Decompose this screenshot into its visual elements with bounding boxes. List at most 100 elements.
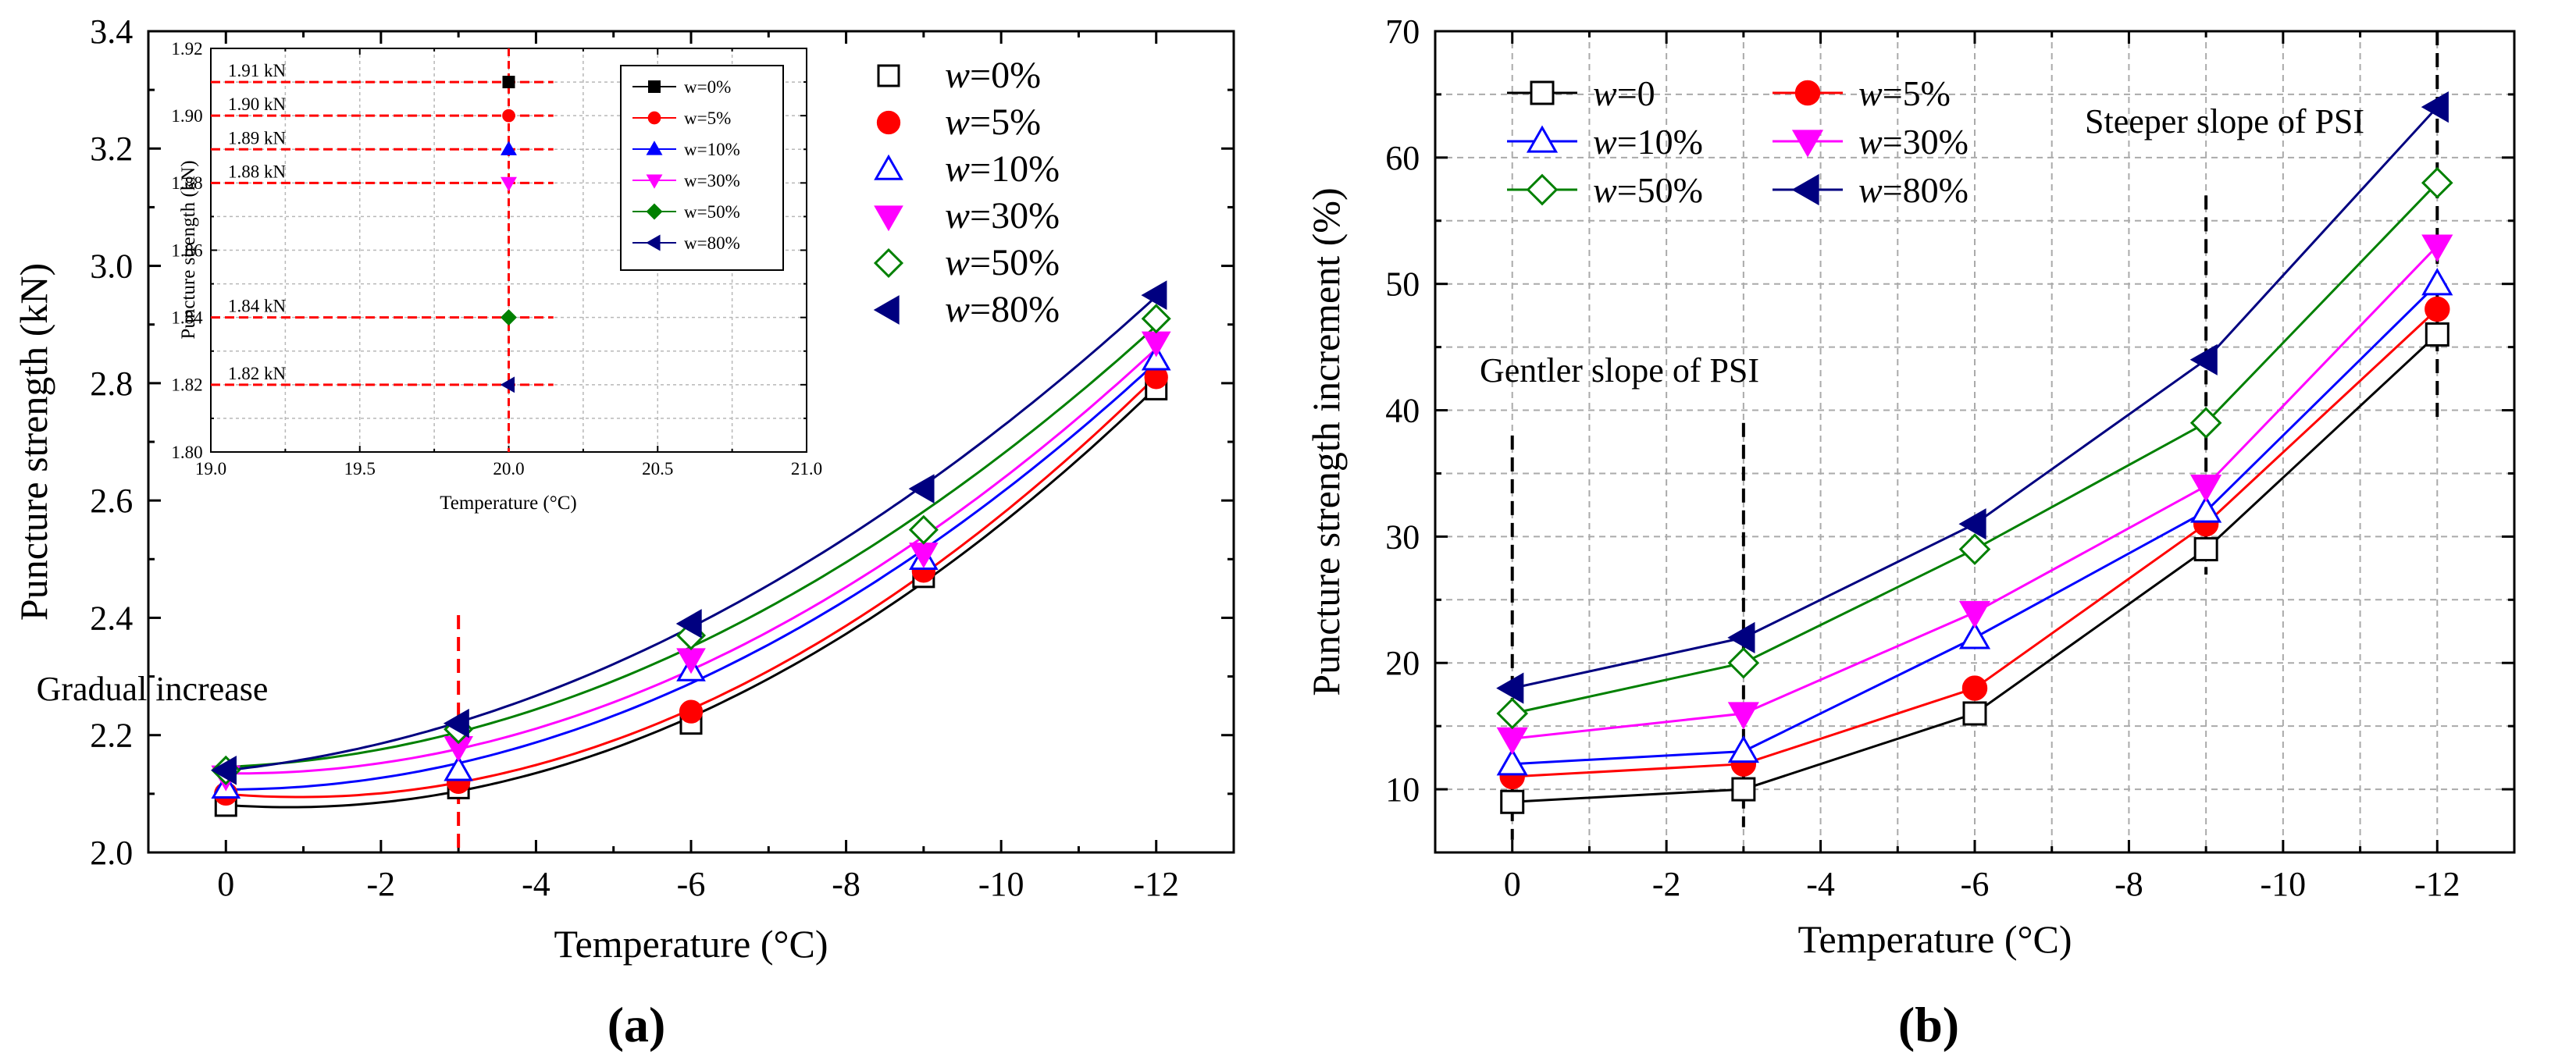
inset-legend-marker-w50 (646, 203, 663, 220)
inset-marker-w30 (501, 176, 517, 192)
inset-value-label-w50: 1.84 kN (228, 297, 287, 316)
inset-legend-label-w30: w=30% (684, 171, 740, 190)
marker-w10 (2421, 268, 2453, 296)
marker-w10 (1496, 748, 1528, 776)
marker-w5 (1961, 675, 1988, 701)
marker-w80 (908, 474, 935, 504)
x-tick-label: -10 (978, 865, 1024, 903)
panel-label-b: (b) (1898, 997, 1959, 1052)
axis-ticks-a: 0 -2 -4 -6 -8 -10 -12 2.0 2.2 2.4 2.6 2.8 3.0 3.2 3.4 (90, 12, 1234, 903)
annotation-gradual-increase: Gradual increase (37, 670, 269, 708)
legend-label-w10-var: w (1593, 122, 1617, 162)
x-tick-label: 21.0 (791, 459, 822, 479)
marker-w80 (1141, 280, 1167, 310)
legend-label-w30: w=30% (1858, 122, 1969, 162)
marker-w50 (1958, 533, 1991, 565)
legend-label-w5-var: w (1858, 73, 1883, 113)
marker-w5 (679, 699, 704, 724)
legend-label-w50-rest: =50% (1617, 170, 1703, 210)
marker-w50 (1727, 646, 1760, 679)
inset-legend-label-w0: w=0% (684, 77, 731, 97)
marker-w80 (2421, 91, 2449, 123)
legend-label-w30: w=30% (945, 195, 1060, 237)
x-tick-label: 0 (217, 865, 234, 903)
legend-label-w30-rest: =30% (1883, 122, 1969, 162)
inset-legend-marker-w80 (646, 234, 661, 251)
marker-w0 (2193, 537, 2218, 562)
marker-w0 (1500, 789, 1525, 814)
y-tick-label: 1.92 (171, 39, 202, 59)
marker-w30 (1496, 727, 1528, 755)
legend-label-w0-rest: =0% (970, 55, 1041, 96)
inset-y-axis-label: Puncture strength (kN) (178, 160, 199, 339)
annotation-gentler-slope: Gentler slope of PSI (1480, 351, 1759, 390)
legend-label-w50-var: w (1593, 170, 1617, 210)
legend-label-w50: w=50% (945, 242, 1060, 283)
legend-marker-w80 (873, 295, 900, 325)
marker-w30 (1141, 331, 1171, 358)
marker-w30 (2190, 475, 2222, 503)
x-tick-label: 20.5 (642, 459, 673, 479)
x-tick-label: -8 (832, 865, 860, 903)
y-tick-label: 2.0 (90, 834, 133, 872)
legend-label-w5-rest: =5% (970, 101, 1041, 143)
marker-w80 (443, 708, 469, 738)
marker-w30 (1727, 702, 1759, 730)
chart-panel-a: 0 -2 -4 -6 -8 -10 -122.02.22.42.62.83.03.23.4 … (12, 12, 1235, 1052)
legend-label-w50-rest: =50% (970, 242, 1060, 283)
marker-w5 (2425, 296, 2450, 322)
legend-label-w80-rest: =80% (1883, 170, 1969, 210)
y-tick-label: 2.6 (90, 482, 133, 520)
inset-legend-marker-w0 (648, 80, 661, 93)
marker-w80 (2189, 343, 2218, 375)
legend-label-w10: w=10% (945, 148, 1060, 190)
x-axis-label-b: Temperature (°C) (1797, 917, 2072, 961)
inset-value-label-w10: 1.89 kN (228, 128, 287, 148)
legend-marker-w0 (1530, 80, 1555, 105)
y-tick-label: 1.86 (171, 240, 202, 260)
y-tick-label: 2.8 (90, 365, 133, 403)
x-tick-label: -12 (1133, 865, 1179, 903)
y-axis-label-a: Puncture strength (kN) (12, 263, 55, 621)
x-tick-label: 19.0 (195, 459, 226, 479)
legend-b: w=0 w=5%w=10% w=30%w=50% w=80% (1507, 73, 1969, 210)
inset-axis-ticks: 19.0 19.5 20.0 20.5 21.0 1.80 1.82 1.84 1.86 1.88… (171, 39, 822, 479)
inset-legend-label-w80: w=80% (684, 233, 740, 253)
x-tick-label: 20.0 (493, 459, 524, 479)
legend-label-w10: w=10% (1593, 122, 1703, 162)
marker-w50 (1496, 697, 1529, 730)
legend-label-w50: w=50% (1593, 170, 1703, 210)
inset-chart: 19.0 19.5 20.0 20.5 21.0 1.80 1.82 1.84 1.86 1.88… (171, 39, 822, 514)
inset-value-label-w0: 1.91 kN (228, 61, 287, 80)
y-tick-label: 3.2 (90, 130, 133, 168)
inset-legend-marker-w5 (647, 111, 661, 125)
y-tick-label: 1.88 (171, 173, 202, 193)
legend-marker-w5 (876, 110, 901, 135)
marker-w50 (2189, 407, 2222, 439)
inset-markers: 1.91 kN 1.90 kN 1.89 kN 1.88 kN 1.84 kN 1.82 … (228, 61, 518, 393)
legend-marker-w50 (873, 247, 904, 279)
marker-w0 (1962, 701, 1987, 726)
marker-w80 (1496, 672, 1524, 704)
legend-label-w0-var: w (1593, 73, 1617, 113)
legend-label-w10-rest: =10% (1617, 122, 1703, 162)
markers-b (1496, 91, 2453, 814)
x-tick-label: -10 (2261, 865, 2307, 903)
axis-ticks-b: 0 -2 -4 -6 -8 -10 -12 10 20 30 40 50 60 70 (1385, 12, 2514, 903)
inset-value-label-w80: 1.82 kN (228, 364, 287, 383)
legend-label-w80-var: w (945, 289, 970, 330)
inset-marker-w80 (500, 376, 515, 393)
inset-legend-box (620, 65, 784, 271)
y-tick-label: 1.84 (171, 308, 203, 327)
legend-label-w80: w=80% (945, 289, 1060, 330)
y-axis-label-b: Puncture strength increment (%) (1304, 187, 1348, 696)
inset-marker-w5 (502, 109, 515, 123)
legend-marker-w30 (874, 205, 903, 232)
marker-w80 (1958, 508, 1986, 540)
y-tick-label: 50 (1385, 265, 1420, 304)
legend-label-w80: w=80% (1858, 170, 1969, 210)
y-tick-label: 60 (1385, 139, 1420, 177)
legend-marker-w80 (1791, 173, 1819, 206)
